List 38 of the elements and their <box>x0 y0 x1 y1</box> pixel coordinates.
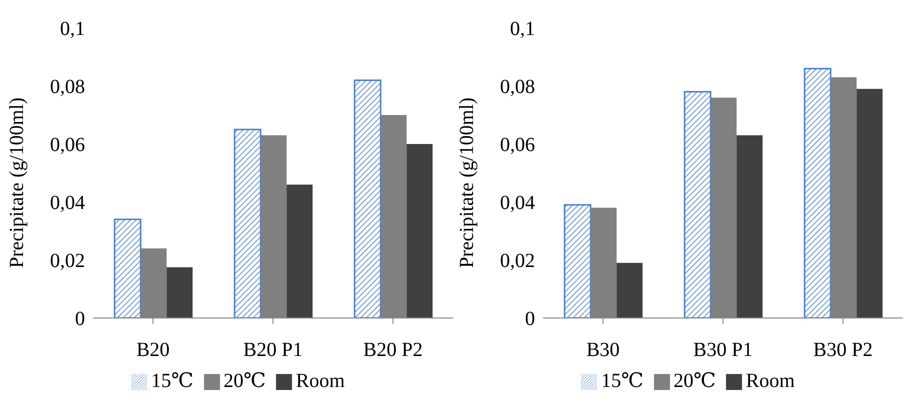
x-tick-label: B30 P1 <box>693 339 753 362</box>
y-tick-label: 0,02 <box>50 250 85 272</box>
bar <box>354 79 382 318</box>
y-axis-title: Precipitate (g/100ml) <box>456 97 478 268</box>
bar <box>684 91 712 318</box>
x-tick-label: B20 P1 <box>243 339 303 362</box>
x-tick-label: B20 <box>136 339 170 362</box>
y-tick-label: 0,04 <box>50 192 85 214</box>
bar <box>114 218 142 318</box>
y-tick-label: 0,08 <box>500 76 535 98</box>
bar <box>234 128 262 318</box>
y-tick-label: 0,02 <box>500 250 535 272</box>
bar <box>166 267 193 318</box>
bar <box>564 204 592 318</box>
y-tick-label: 0 <box>525 308 535 330</box>
y-tick-label: 0 <box>75 308 85 330</box>
y-tick-label: 0,04 <box>500 192 535 214</box>
y-tick-label: 0,1 <box>60 18 85 40</box>
y-axis-title: Precipitate (g/100ml) <box>6 97 28 268</box>
bar <box>856 88 883 318</box>
legend-label: 15℃ <box>151 370 194 392</box>
legend-label: 15℃ <box>601 370 644 392</box>
x-tick-label: B30 P2 <box>813 339 873 362</box>
legend-label: Room <box>296 370 345 392</box>
x-tick-label: B20 P2 <box>363 339 423 362</box>
y-tick-label: 0,1 <box>510 18 535 40</box>
y-tick-label: 0,08 <box>50 76 85 98</box>
bar <box>406 144 433 318</box>
y-tick-label: 0,06 <box>500 134 535 156</box>
legend-label: 20℃ <box>224 370 266 392</box>
bar <box>616 262 643 318</box>
legend-label: Room <box>746 370 795 392</box>
bar <box>736 135 763 318</box>
x-tick-label: B30 <box>586 339 620 362</box>
bar <box>286 184 313 318</box>
legend-label: 20℃ <box>674 370 716 392</box>
bar <box>804 68 832 318</box>
y-tick-label: 0,06 <box>50 134 85 156</box>
